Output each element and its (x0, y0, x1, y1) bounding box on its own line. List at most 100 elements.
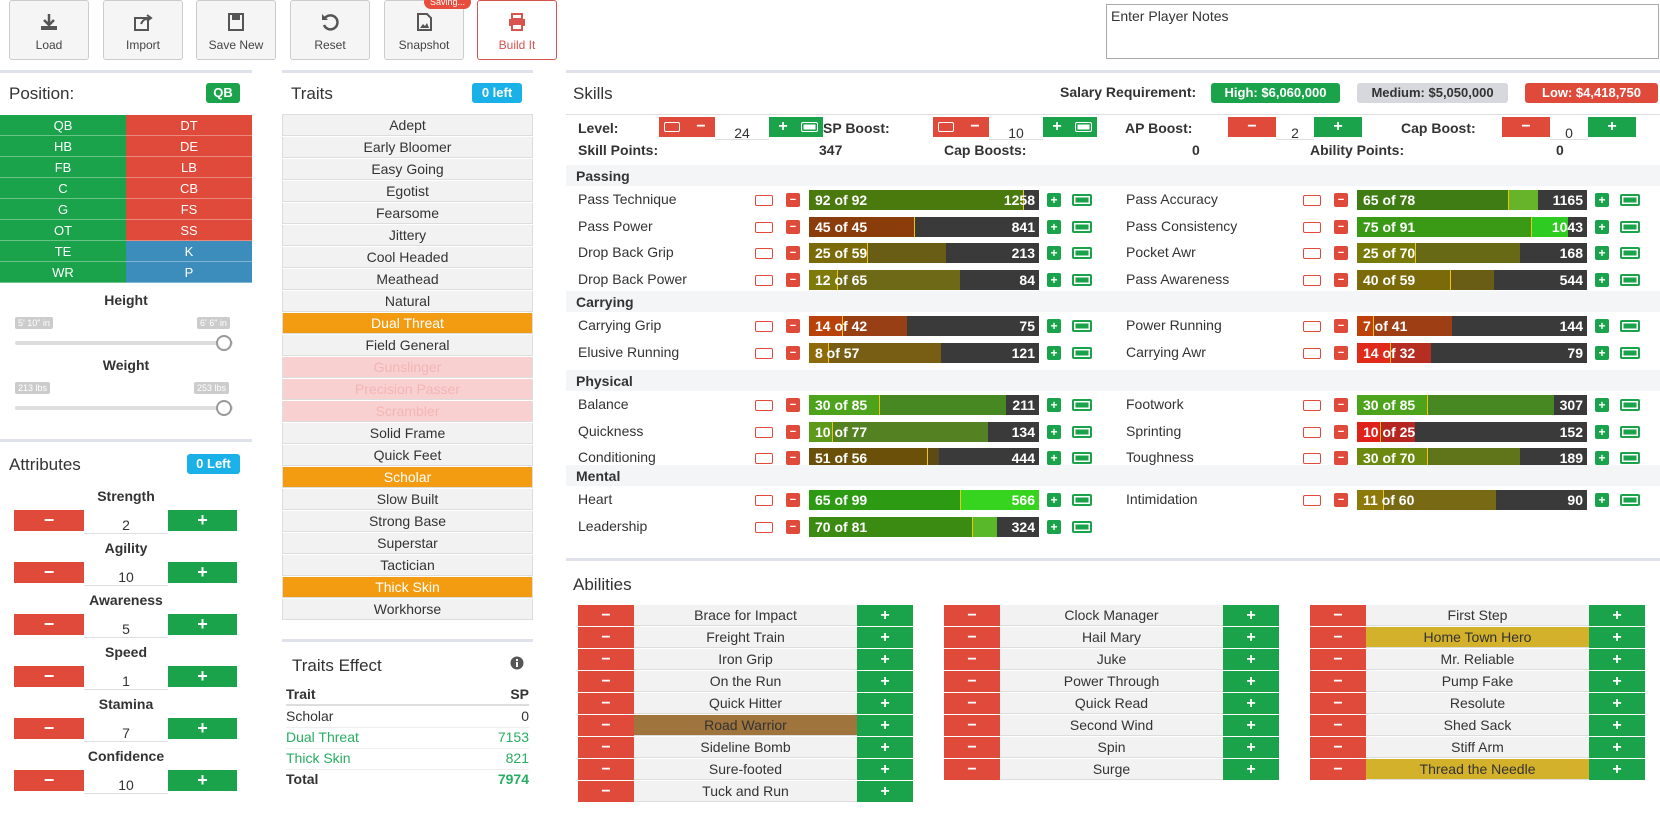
ability-plus-button[interactable]: + (1589, 649, 1645, 670)
battery-empty-icon[interactable] (755, 274, 773, 286)
import-button[interactable]: Import (103, 0, 183, 60)
battery-full-icon[interactable] (1072, 194, 1092, 206)
attr-agility-minus-button[interactable]: − (14, 562, 84, 583)
battery-empty-icon[interactable] (755, 521, 773, 533)
trait-dual-threat[interactable]: Dual Threat (282, 313, 533, 334)
ability-name[interactable]: Road Warrior (634, 715, 857, 736)
skill-balance-plus-button[interactable]: + (1047, 398, 1061, 412)
battery-empty-icon[interactable] (755, 321, 773, 332)
skill-power-running-plus-button[interactable]: + (1595, 319, 1609, 333)
skill-leadership-minus-button[interactable]: − (786, 519, 800, 534)
level-minus-button[interactable]: − (687, 117, 715, 137)
ability-minus-button[interactable]: − (1310, 627, 1366, 648)
ability-name[interactable]: Hail Mary (1000, 627, 1223, 648)
ability-minus-button[interactable]: − (944, 737, 1000, 758)
battery-full-icon[interactable] (1620, 220, 1640, 233)
level-max-button[interactable] (797, 117, 823, 137)
position-hb[interactable]: HB (0, 136, 126, 157)
ability-minus-button[interactable]: − (1310, 759, 1366, 780)
skill-footwork-plus-button[interactable]: + (1595, 398, 1609, 412)
battery-empty-icon[interactable] (1303, 221, 1321, 233)
skill-quickness-plus-button[interactable]: + (1047, 424, 1061, 439)
ability-minus-button[interactable]: − (578, 627, 634, 648)
ability-plus-button[interactable]: + (1223, 759, 1279, 780)
skill-elusive-running-minus-button[interactable]: − (786, 345, 800, 360)
sp-boost-minus-button[interactable]: − (961, 117, 989, 137)
battery-full-icon[interactable] (1072, 425, 1092, 438)
level-value[interactable]: 24 (715, 117, 769, 141)
ability-name[interactable]: Brace for Impact (634, 605, 857, 626)
skill-conditioning-minus-button[interactable]: − (786, 451, 800, 465)
ability-plus-button[interactable]: + (857, 627, 913, 648)
position-fs[interactable]: FS (126, 199, 252, 220)
trait-scholar[interactable]: Scholar (282, 467, 533, 488)
attr-speed-minus-button[interactable]: − (14, 666, 84, 687)
ability-minus-button[interactable]: − (1310, 737, 1366, 758)
trait-fearsome[interactable]: Fearsome (282, 203, 533, 224)
attr-strength-value[interactable]: 2 (84, 510, 168, 534)
skill-intimidation-plus-button[interactable]: + (1595, 493, 1609, 507)
attr-speed-plus-button[interactable]: + (168, 666, 237, 687)
trait-field-general[interactable]: Field General (282, 335, 533, 356)
ability-minus-button[interactable]: − (1310, 671, 1366, 692)
ability-plus-button[interactable]: + (1223, 627, 1279, 648)
ability-name[interactable]: Tuck and Run (634, 781, 857, 802)
sp-boost-plus-button[interactable]: + (1043, 117, 1071, 137)
ability-name[interactable]: Freight Train (634, 627, 857, 648)
ability-plus-button[interactable]: + (1589, 693, 1645, 714)
battery-empty-icon[interactable] (755, 347, 773, 359)
skill-power-running-minus-button[interactable]: − (1334, 319, 1348, 333)
attr-strength-minus-button[interactable]: − (14, 510, 84, 531)
attr-speed-value[interactable]: 1 (84, 666, 168, 690)
ability-name[interactable]: On the Run (634, 671, 857, 692)
attr-agility-plus-button[interactable]: + (168, 562, 237, 583)
battery-full-icon[interactable] (1620, 320, 1640, 332)
ability-minus-button[interactable]: − (944, 627, 1000, 648)
skill-toughness-minus-button[interactable]: − (1334, 451, 1348, 465)
skill-pass-technique-minus-button[interactable]: − (786, 193, 800, 207)
battery-full-icon[interactable] (1620, 399, 1640, 411)
cap-boost-value[interactable]: 0 (1550, 117, 1588, 141)
ability-plus-button[interactable]: + (1223, 737, 1279, 758)
skill-pass-technique-plus-button[interactable]: + (1047, 193, 1061, 207)
skill-pass-awareness-plus-button[interactable]: + (1595, 272, 1609, 287)
battery-full-icon[interactable] (1072, 220, 1092, 233)
ability-name[interactable]: Mr. Reliable (1366, 649, 1589, 670)
ability-name[interactable]: Resolute (1366, 693, 1589, 714)
position-g[interactable]: G (0, 199, 126, 220)
battery-empty-icon[interactable] (755, 195, 773, 206)
ability-name[interactable]: Stiff Arm (1366, 737, 1589, 758)
ability-name[interactable]: Shed Sack (1366, 715, 1589, 736)
ability-plus-button[interactable]: + (1223, 693, 1279, 714)
position-cb[interactable]: CB (126, 178, 252, 199)
ability-plus-button[interactable]: + (857, 715, 913, 736)
skill-sprinting-plus-button[interactable]: + (1595, 424, 1609, 439)
ability-plus-button[interactable]: + (1589, 627, 1645, 648)
ability-plus-button[interactable]: + (857, 693, 913, 714)
weight-slider[interactable] (15, 406, 233, 410)
skill-elusive-running-plus-button[interactable]: + (1047, 345, 1061, 360)
skill-pass-accuracy-plus-button[interactable]: + (1595, 193, 1609, 207)
position-k[interactable]: K (126, 241, 252, 262)
ability-minus-button[interactable]: − (944, 693, 1000, 714)
battery-full-icon[interactable] (1620, 425, 1640, 438)
trait-gunslinger[interactable]: Gunslinger (282, 357, 533, 378)
ability-name[interactable]: Thread the Needle (1366, 759, 1589, 780)
skill-pass-consistency-minus-button[interactable]: − (1334, 219, 1348, 234)
battery-empty-icon[interactable] (755, 248, 773, 259)
battery-empty-icon[interactable] (755, 221, 773, 233)
sp-boost-min-button[interactable] (933, 117, 961, 137)
ability-minus-button[interactable]: − (1310, 693, 1366, 714)
skill-pocket-awr-plus-button[interactable]: + (1595, 246, 1609, 260)
load-button[interactable]: Load (9, 0, 89, 60)
ap-boost-value[interactable]: 2 (1276, 117, 1314, 141)
ability-minus-button[interactable]: − (578, 671, 634, 692)
trait-strong-base[interactable]: Strong Base (282, 511, 533, 532)
trait-meathead[interactable]: Meathead (282, 269, 533, 290)
attr-awareness-minus-button[interactable]: − (14, 614, 84, 635)
snapshot-button[interactable]: Saving... Snapshot (384, 0, 471, 60)
battery-full-icon[interactable] (1072, 320, 1092, 332)
skill-carrying-grip-plus-button[interactable]: + (1047, 319, 1061, 333)
trait-natural[interactable]: Natural (282, 291, 533, 312)
battery-empty-icon[interactable] (1303, 321, 1321, 332)
